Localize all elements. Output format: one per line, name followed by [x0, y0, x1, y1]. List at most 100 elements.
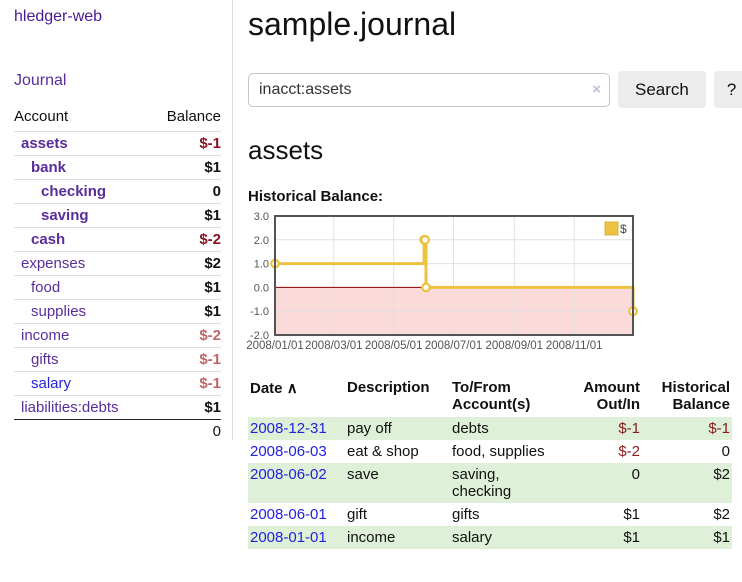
accounts-header-balance: Balance: [166, 108, 221, 125]
account-balance: $-2: [150, 323, 221, 348]
transaction-row: 2008-06-01 gift gifts $1 $2: [248, 503, 732, 526]
account-balance: $1: [150, 275, 221, 300]
svg-text:0.0: 0.0: [254, 282, 269, 294]
accounts-table: Account Balance assets $-1 bank $1 checking 0…: [14, 106, 221, 443]
transaction-description: save: [347, 466, 379, 483]
account-balance: $-1: [150, 131, 221, 156]
transaction-row: 2008-06-02 save saving, checking 0 $2: [248, 463, 732, 503]
app-title-link[interactable]: hledger-web: [14, 8, 103, 25]
account-balance: $1: [150, 155, 221, 180]
register-header-accounts: To/From Account(s): [452, 379, 531, 413]
sidebar-item-journal[interactable]: Journal: [14, 72, 67, 89]
account-link[interactable]: food: [31, 279, 61, 296]
search-input[interactable]: [248, 72, 610, 107]
accounts-header-account: Account: [14, 108, 69, 125]
svg-text:2008/05/01: 2008/05/01: [365, 340, 423, 352]
transaction-amount: 0: [631, 466, 640, 483]
register-table: Date ∧ Description To/From Account(s) Am…: [248, 377, 732, 549]
transaction-amount: $-1: [618, 420, 640, 437]
search-bar: × Search ?: [248, 71, 742, 108]
account-balance: $-2: [150, 227, 221, 252]
account-link[interactable]: expenses: [21, 255, 86, 272]
transaction-accounts: salary: [452, 529, 493, 546]
svg-text:1.0: 1.0: [254, 259, 269, 271]
register-table-body: 2008-12-31 pay off debts $-1 $-1 2008-06-03 ea…: [248, 417, 732, 549]
svg-text:-2.0: -2.0: [250, 330, 269, 342]
account-link[interactable]: supplies: [31, 303, 87, 320]
svg-text:2008/07/01: 2008/07/01: [425, 340, 483, 352]
sort-ascending-icon: ∧: [286, 380, 298, 397]
accounts-table-body: assets $-1 bank $1 checking 0 saving $1 cash $-2 e…: [14, 131, 221, 420]
clear-search-icon[interactable]: ×: [592, 80, 601, 98]
transaction-description: gift: [347, 506, 368, 523]
transaction-date-link[interactable]: 2008-06-03: [250, 443, 327, 460]
transaction-description: income: [347, 529, 396, 546]
transaction-amount: $1: [623, 506, 640, 523]
account-link[interactable]: assets: [21, 135, 68, 152]
accounts-total-row: 0: [14, 419, 221, 443]
search-help-button[interactable]: ?: [713, 71, 742, 108]
account-link[interactable]: gifts: [31, 351, 59, 368]
account-row: bank $1: [14, 155, 221, 180]
transaction-date-link[interactable]: 2008-12-31: [250, 420, 327, 437]
transaction-description: pay off: [347, 420, 392, 437]
account-balance: $1: [150, 203, 221, 228]
page-title: sample.journal: [248, 6, 457, 42]
transaction-row: 2008-12-31 pay off debts $-1 $-1: [248, 417, 732, 440]
register-header-description: Description: [347, 379, 430, 396]
account-link[interactable]: saving: [41, 207, 89, 224]
transaction-description: eat & shop: [347, 443, 419, 460]
transaction-balance: $-1: [708, 420, 730, 437]
svg-text:2008/11/01: 2008/11/01: [546, 340, 603, 352]
account-row: food $1: [14, 275, 221, 300]
account-balance: $-1: [150, 347, 221, 372]
transaction-amount: $1: [623, 529, 640, 546]
account-row: supplies $1: [14, 299, 221, 324]
account-link[interactable]: bank: [31, 159, 67, 176]
account-row: cash $-2: [14, 227, 221, 252]
register-header-amount: Amount Out/In: [583, 379, 640, 413]
svg-text:2008/01/01: 2008/01/01: [246, 340, 304, 352]
account-balance: $-1: [150, 371, 221, 396]
svg-text:-1.0: -1.0: [250, 306, 269, 318]
transaction-balance: $2: [713, 466, 730, 483]
transaction-balance: $2: [713, 506, 730, 523]
account-balance: $1: [150, 299, 221, 324]
account-balance: 0: [150, 179, 221, 204]
transaction-accounts: food, supplies: [452, 443, 545, 460]
account-row: assets $-1: [14, 131, 221, 156]
account-row: gifts $-1: [14, 347, 221, 372]
account-row: checking 0: [14, 179, 221, 204]
transaction-date-link[interactable]: 2008-06-02: [250, 466, 327, 483]
register-header-balance: Historical Balance: [661, 379, 730, 413]
search-button[interactable]: Search: [618, 71, 706, 108]
app: hledger-web Journal Account Balance asse…: [14, 0, 742, 549]
account-row: income $-2: [14, 323, 221, 348]
register-header-date[interactable]: Date ∧: [250, 380, 298, 397]
account-link[interactable]: checking: [41, 183, 107, 200]
account-link[interactable]: income: [21, 327, 70, 344]
transaction-date-link[interactable]: 2008-06-01: [250, 506, 327, 523]
account-link[interactable]: cash: [31, 231, 66, 248]
account-link[interactable]: salary: [31, 375, 72, 392]
account-link[interactable]: liabilities:debts: [21, 399, 119, 416]
account-row: salary $-1: [14, 371, 221, 396]
transaction-accounts: saving, checking: [452, 466, 512, 500]
transaction-row: 2008-01-01 income salary $1 $1: [248, 526, 732, 549]
account-balance: $2: [150, 251, 221, 276]
transaction-balance: 0: [721, 443, 730, 460]
historical-balance-chart[interactable]: 3.0 2.0 1.0 0.0 -1.0 -2.0 2008/01/01 2008/03/01…: [246, 211, 742, 355]
accounts-total-value: 0: [150, 419, 221, 443]
account-row: saving $1: [14, 203, 221, 228]
chart-title: Historical Balance:: [248, 188, 384, 205]
transaction-date-link[interactable]: 2008-01-01: [250, 529, 327, 546]
account-heading: assets: [248, 135, 324, 165]
account-row: liabilities:debts $1: [14, 395, 221, 420]
transaction-balance: $1: [713, 529, 730, 546]
svg-text:2008/03/01: 2008/03/01: [305, 340, 363, 352]
svg-text:3.0: 3.0: [254, 211, 269, 223]
transaction-accounts: gifts: [452, 506, 480, 523]
transaction-accounts: debts: [452, 420, 489, 437]
account-balance: $1: [150, 395, 221, 420]
transaction-row: 2008-06-03 eat & shop food, supplies $-2 0: [248, 440, 732, 463]
